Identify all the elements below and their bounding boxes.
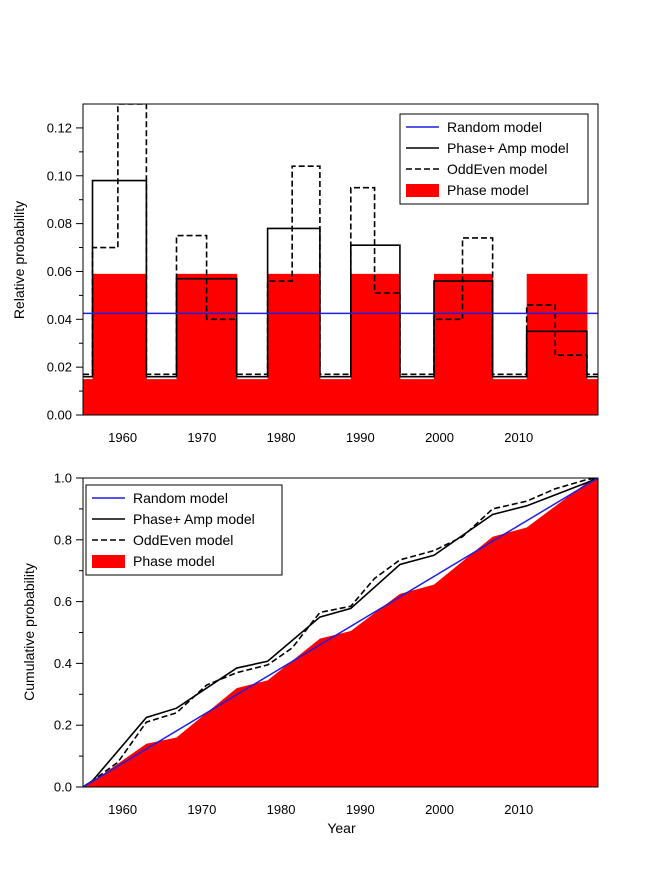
- y-tick-label: 0.02: [47, 360, 72, 375]
- y-tick-label: 0.6: [54, 594, 72, 609]
- phase-model-bar: [350, 273, 401, 415]
- phase-model-bar: [267, 273, 321, 415]
- phase-model-bar: [146, 379, 177, 415]
- phase-model-bar: [236, 379, 269, 415]
- y-tick-label: 0.0: [54, 780, 72, 795]
- y-tick-label: 1.0: [54, 471, 72, 486]
- phase-model-bar: [586, 379, 598, 415]
- oddeven-model-line: [83, 104, 598, 376]
- y-tick-label: 0.12: [47, 120, 72, 135]
- legend-label: Phase+ Amp model: [133, 511, 255, 527]
- x-tick-label: 2010: [504, 430, 533, 445]
- x-tick-label: 1970: [187, 802, 216, 817]
- phase-model-bar: [492, 379, 528, 415]
- legend-label: OddEven model: [447, 161, 547, 177]
- x-tick-label: 1980: [267, 802, 296, 817]
- x-tick-label: 2000: [425, 430, 454, 445]
- y-tick-label: 0.06: [47, 264, 72, 279]
- phase-model-bar: [399, 379, 435, 415]
- phase-model-bar: [319, 379, 352, 415]
- phase-model-bar: [433, 273, 494, 415]
- relative-probability-chart: 1960 1970 1980 1990 2000 2010 0.00 0.02 0.04 0.06…: [11, 103, 599, 445]
- cumulative-probability-chart: 1960 1970 1980 1990 2000 2010 0.0 0.2 0.4 0.6 0.8 1…: [21, 471, 599, 836]
- y-tick-label: 0.8: [54, 532, 72, 547]
- x-tick-label: 1970: [187, 430, 216, 445]
- y-axis-title: Cumulative probability: [21, 563, 37, 701]
- legend-swatch-phase-model: [92, 555, 125, 568]
- legend-label: Random model: [133, 490, 228, 506]
- legend-swatch-phase-model: [406, 184, 439, 197]
- phase-model-bar: [83, 379, 94, 415]
- y-tick-label: 0.04: [47, 312, 72, 327]
- legend-label: OddEven model: [133, 532, 233, 548]
- x-tick-label: 1960: [108, 430, 137, 445]
- x-tick-label: 2000: [425, 802, 454, 817]
- plot-area: [83, 478, 598, 787]
- phase-amp-model-line: [83, 478, 598, 787]
- oddeven-model-line: [83, 478, 598, 787]
- plot-area: [83, 104, 598, 415]
- legend-label: Phase model: [447, 182, 529, 198]
- phase-model-bar: [176, 273, 238, 415]
- legend-label: Random model: [447, 119, 542, 135]
- y-tick-label: 0.08: [47, 216, 72, 231]
- random-model-line: [83, 478, 598, 787]
- legend-label: Phase+ Amp model: [447, 140, 569, 156]
- phase-amp-model-line: [83, 179, 598, 378]
- x-tick-label: 1990: [346, 802, 375, 817]
- phase-model-bar: [92, 273, 147, 415]
- x-tick-label: 1990: [346, 430, 375, 445]
- y-tick-label: 0.4: [54, 656, 72, 671]
- plot-frame: [82, 103, 599, 416]
- phase-model-bar: [526, 273, 588, 415]
- x-tick-label: 1980: [267, 430, 296, 445]
- y-tick-label: 0.00: [47, 408, 72, 423]
- x-tick-label: 1960: [108, 802, 137, 817]
- y-tick-label: 0.2: [54, 718, 72, 733]
- legend-label: Phase model: [133, 553, 215, 569]
- x-axis-title: Year: [327, 820, 356, 836]
- y-axis-title: Relative probability: [11, 201, 27, 319]
- x-tick-label: 2010: [504, 802, 533, 817]
- y-tick-label: 0.10: [47, 168, 72, 183]
